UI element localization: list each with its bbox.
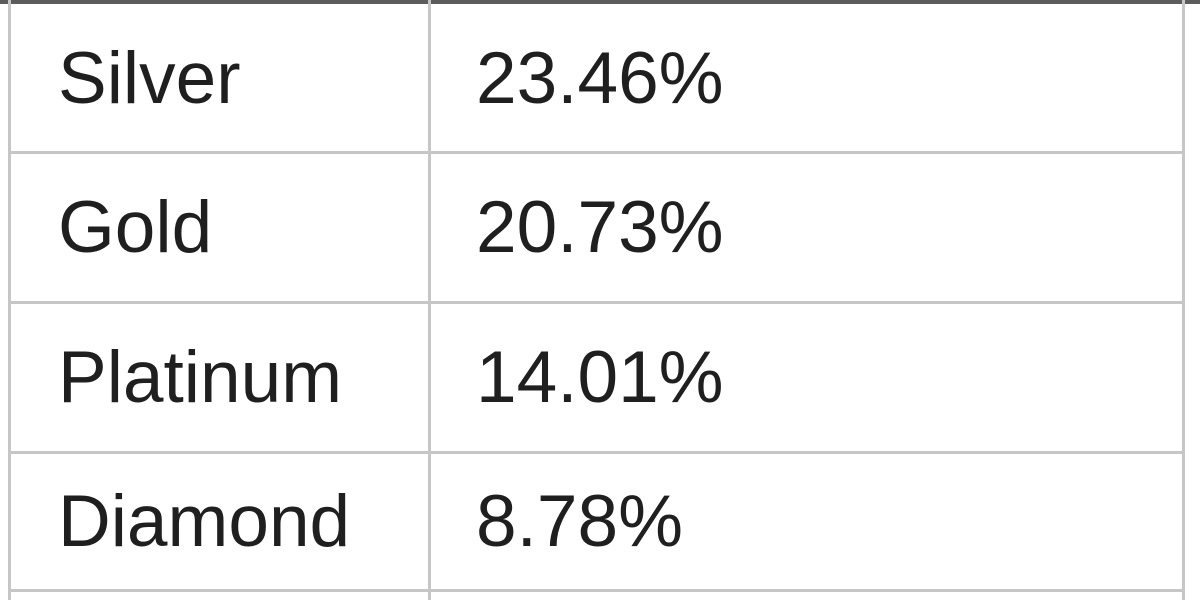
tier-cell: Diamond (58, 481, 351, 562)
top-crop-edge-line (0, 0, 1200, 4)
table-right-border (1182, 0, 1185, 600)
table-row-gold: Gold 20.73% (8, 154, 1185, 301)
tier-cell: Gold (58, 187, 213, 268)
table-column-divider (428, 0, 431, 600)
row-divider-4 (8, 589, 1185, 592)
percentage-cell: 23.46% (476, 37, 724, 119)
tier-cell: Platinum (58, 337, 343, 418)
percentage-cell: 8.78% (476, 481, 683, 562)
tier-cell: Silver (58, 37, 241, 119)
table-row-silver: Silver 23.46% (8, 4, 1185, 152)
percentage-cell: 14.01% (476, 337, 724, 418)
table-left-border (8, 0, 11, 600)
table-row-diamond: Diamond 8.78% (8, 454, 1185, 589)
percentage-cell: 20.73% (476, 187, 724, 268)
row-divider-2 (8, 301, 1185, 304)
row-divider-3 (8, 451, 1185, 454)
row-divider-1 (8, 151, 1185, 154)
table-row-platinum: Platinum 14.01% (8, 304, 1185, 451)
